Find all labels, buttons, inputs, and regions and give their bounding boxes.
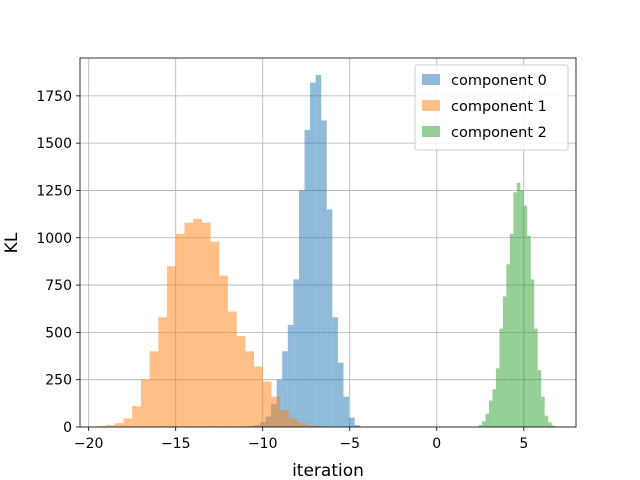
histogram-bar <box>245 351 255 427</box>
histogram-bar <box>262 381 272 427</box>
x-tick-label: −20 <box>74 436 104 452</box>
histogram-bar <box>485 413 489 427</box>
histogram-bar <box>288 418 298 427</box>
x-axis-label: iteration <box>292 461 364 480</box>
histogram-bar <box>310 82 316 427</box>
histogram-bars <box>97 75 556 428</box>
legend-label: component 2 <box>451 125 547 141</box>
histogram-bar <box>321 120 327 427</box>
histogram-bar <box>306 425 315 427</box>
legend-swatch <box>422 100 440 111</box>
histogram-bar <box>530 279 535 427</box>
histogram-bar <box>210 241 220 427</box>
histogram-bar <box>332 317 338 427</box>
x-axis-ticks: −20 −15 −10 −5 0 5 <box>74 427 528 452</box>
histogram-bar <box>527 235 531 427</box>
histogram-bar <box>293 279 299 427</box>
histogram-bar <box>506 264 510 427</box>
y-tick-label: 1000 <box>36 231 72 247</box>
histogram-bar <box>314 426 324 427</box>
histogram-bar <box>523 205 528 427</box>
histogram-bar <box>337 362 344 427</box>
histogram-bar <box>502 296 507 427</box>
x-tick-label: 5 <box>519 436 528 452</box>
x-tick-label: −5 <box>339 436 360 452</box>
legend: component 0 component 1 component 2 <box>414 64 569 151</box>
histogram-bar <box>326 209 333 427</box>
histogram-bar <box>149 351 159 427</box>
histogram-bar <box>304 129 311 427</box>
histogram-bar <box>315 75 322 428</box>
y-tick-label: 1500 <box>36 136 72 152</box>
histogram-bar <box>520 190 524 427</box>
histogram-bar <box>158 317 168 427</box>
histogram-bar <box>516 182 521 427</box>
histogram-bar <box>478 425 483 427</box>
legend-box <box>414 64 569 151</box>
histogram-bar <box>227 311 237 427</box>
y-tick-label: 1250 <box>36 183 72 199</box>
histogram-bar <box>97 426 107 427</box>
y-tick-label: 750 <box>45 278 72 294</box>
y-tick-label: 250 <box>45 373 72 389</box>
histogram-bar <box>114 423 124 427</box>
histogram-bar <box>537 370 542 427</box>
x-tick-label: −10 <box>248 436 278 452</box>
legend-label: component 1 <box>451 99 547 115</box>
histogram-bar <box>140 379 150 427</box>
histogram-bar <box>254 366 263 427</box>
histogram-bar <box>492 389 496 427</box>
histogram-bar <box>548 422 552 427</box>
y-tick-label: 1750 <box>36 89 72 105</box>
series-2-bars <box>478 182 556 427</box>
histogram-bar <box>297 423 307 427</box>
histogram-bar <box>167 266 176 427</box>
y-tick-label: 500 <box>45 325 72 341</box>
histogram-bar <box>132 406 141 427</box>
histogram-bar <box>349 417 355 427</box>
legend-label: component 0 <box>451 73 547 89</box>
histogram-bar <box>175 233 185 427</box>
histogram-bar <box>541 396 545 427</box>
histogram-bar <box>499 328 503 427</box>
histogram-bar <box>287 324 294 427</box>
histogram-bar <box>106 425 115 427</box>
x-tick-label: −15 <box>161 436 191 452</box>
histogram-bar <box>488 400 493 427</box>
histogram-bar <box>271 396 281 427</box>
y-axis-ticks: 0 250 500 750 1000 1250 1500 1750 <box>36 89 80 436</box>
x-tick-label: 0 <box>432 436 441 452</box>
series-1-bars <box>97 218 324 427</box>
histogram-bar <box>236 336 246 427</box>
histogram-bar <box>123 418 133 427</box>
histogram-bar <box>201 222 211 427</box>
histogram-bar <box>282 351 288 427</box>
y-tick-label: 0 <box>63 420 72 436</box>
legend-swatch <box>422 126 440 137</box>
histogram-bar <box>193 218 202 427</box>
histogram-bar <box>544 415 549 427</box>
plot-frame <box>79 57 577 428</box>
histogram-bar <box>184 222 194 427</box>
histogram-bar <box>280 409 289 427</box>
histogram-bar <box>219 275 228 427</box>
histogram-bar <box>482 421 486 427</box>
histogram-bar <box>551 425 556 427</box>
legend-swatch <box>422 74 440 85</box>
histogram-bar <box>354 425 361 427</box>
histogram-bar <box>534 328 538 427</box>
y-axis-label: KL <box>2 232 22 253</box>
histogram-bar <box>495 368 500 427</box>
histogram-bar <box>298 190 305 427</box>
histogram-bar <box>509 233 514 427</box>
histogram-bar <box>343 396 350 427</box>
histogram-bar <box>513 192 517 427</box>
series-0-bars <box>248 75 361 428</box>
